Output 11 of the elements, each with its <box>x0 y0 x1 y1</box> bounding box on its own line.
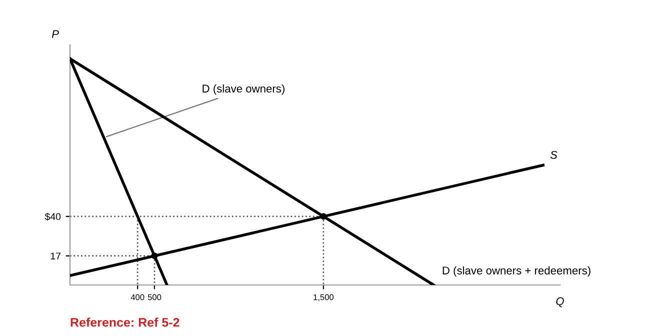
x-tick-label: 400 <box>130 294 144 300</box>
y-tick-label: $40 <box>44 212 61 221</box>
y-tick-label: 17 <box>50 252 60 260</box>
text: Reference: Ref 5-2 <box>70 318 180 327</box>
x-tick-label: 500 <box>148 294 162 300</box>
text: D (slave owners) <box>202 84 284 95</box>
series-label: S <box>550 150 558 159</box>
y-axis-title: P <box>52 30 59 38</box>
x-axis-title: Q <box>556 297 564 308</box>
x-tick-label: 1,500 <box>314 294 334 302</box>
series-label: D (slave owners + redeemers) <box>442 266 590 277</box>
